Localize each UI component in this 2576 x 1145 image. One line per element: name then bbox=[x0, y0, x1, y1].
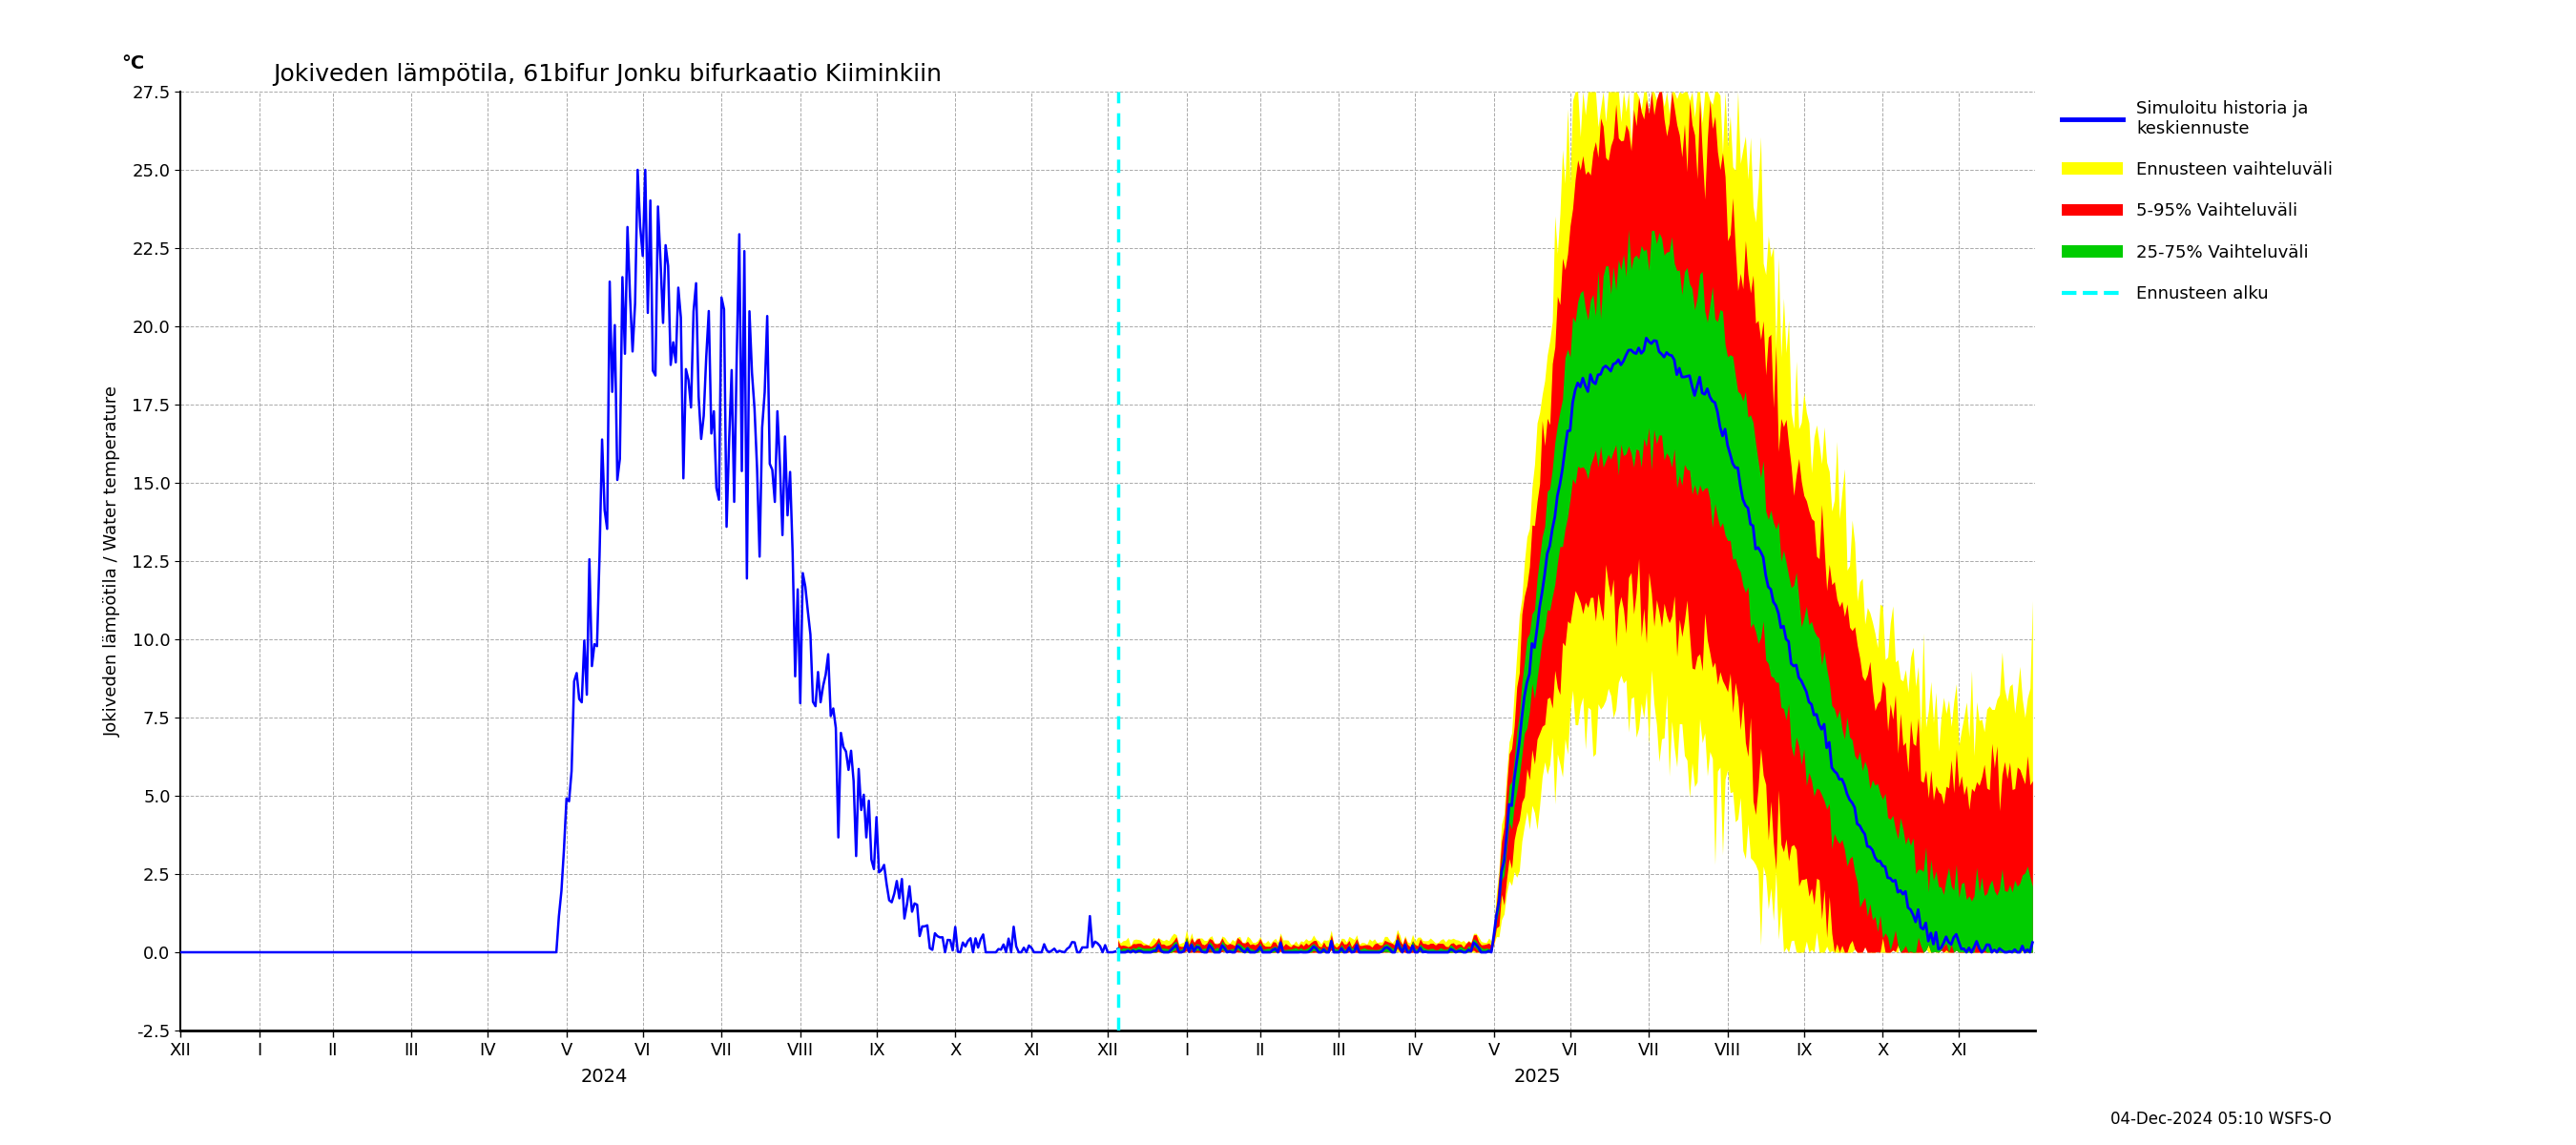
Text: 2025: 2025 bbox=[1515, 1068, 1561, 1087]
Text: 2024: 2024 bbox=[582, 1068, 629, 1087]
Legend: Simuloitu historia ja
keskiennuste, Ennusteen vaihteluväli, 5-95% Vaihteluväli, : Simuloitu historia ja keskiennuste, Ennu… bbox=[2063, 101, 2334, 302]
Text: 04-Dec-2024 05:10 WSFS-O: 04-Dec-2024 05:10 WSFS-O bbox=[2110, 1111, 2331, 1128]
Text: °C: °C bbox=[121, 55, 144, 73]
Text: Jokiveden lämpötila, 61bifur Jonku bifurkaatio Kiiminkiin: Jokiveden lämpötila, 61bifur Jonku bifur… bbox=[273, 63, 943, 86]
Y-axis label: Jokiveden lämpötila / Water temperature: Jokiveden lämpötila / Water temperature bbox=[103, 386, 121, 736]
